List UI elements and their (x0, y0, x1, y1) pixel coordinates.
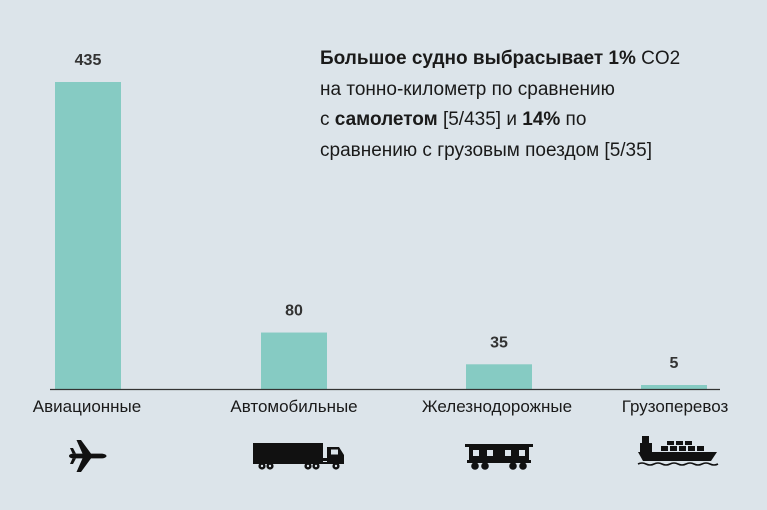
bar-rail (466, 364, 532, 389)
annotation-text: Большое судно выбрасывает 1% CO2 на тонн… (320, 44, 750, 166)
bars-layer (55, 82, 707, 389)
value-label-shipping: 5 (670, 355, 679, 372)
annotation-text-3b: [5/435] и (437, 109, 523, 130)
annotation-text-4: сравнению с грузовым поездом [5/35] (320, 139, 652, 161)
annotation-text-3c: по (560, 109, 587, 130)
bar-road (261, 332, 327, 389)
bar-shipping (641, 385, 707, 389)
value-label-rail: 35 (490, 334, 508, 351)
bar-aviation (55, 82, 121, 389)
category-label-road: Автомобильные (230, 397, 358, 416)
annotation-text-2: на тонно-километр по сравнению (320, 78, 615, 100)
value-labels-layer: 435 80 35 5 (75, 52, 679, 372)
truck-icon (253, 443, 344, 470)
freight-train-icon (465, 444, 533, 470)
cargo-ship-icon (637, 436, 719, 466)
annotation-text-1: CO2 (635, 48, 681, 69)
category-label-aviation: Авиационные (32, 397, 142, 416)
annotation-line-3: с самолетом [5/435] и 14% по (320, 105, 750, 136)
annotation-text-3a: с (320, 109, 335, 130)
category-label-rail: Железнодорожные (421, 397, 573, 416)
value-label-road: 80 (285, 303, 303, 320)
airplane-icon (69, 440, 107, 472)
category-label-shipping: Грузоперевоз (621, 397, 729, 416)
annotation-bold-3b: 14% (522, 109, 561, 130)
annotation-line-1: Большое судно выбрасывает 1% CO2 (320, 44, 750, 75)
annotation-line-4: сравнению с грузовым поездом [5/35] (320, 136, 750, 167)
value-label-aviation: 435 (75, 52, 102, 69)
annotation-bold-3a: самолетом (334, 109, 438, 130)
annotation-bold-1: Большое судно выбрасывает 1% (320, 48, 636, 69)
annotation-line-2: на тонно-километр по сравнению (320, 75, 750, 106)
